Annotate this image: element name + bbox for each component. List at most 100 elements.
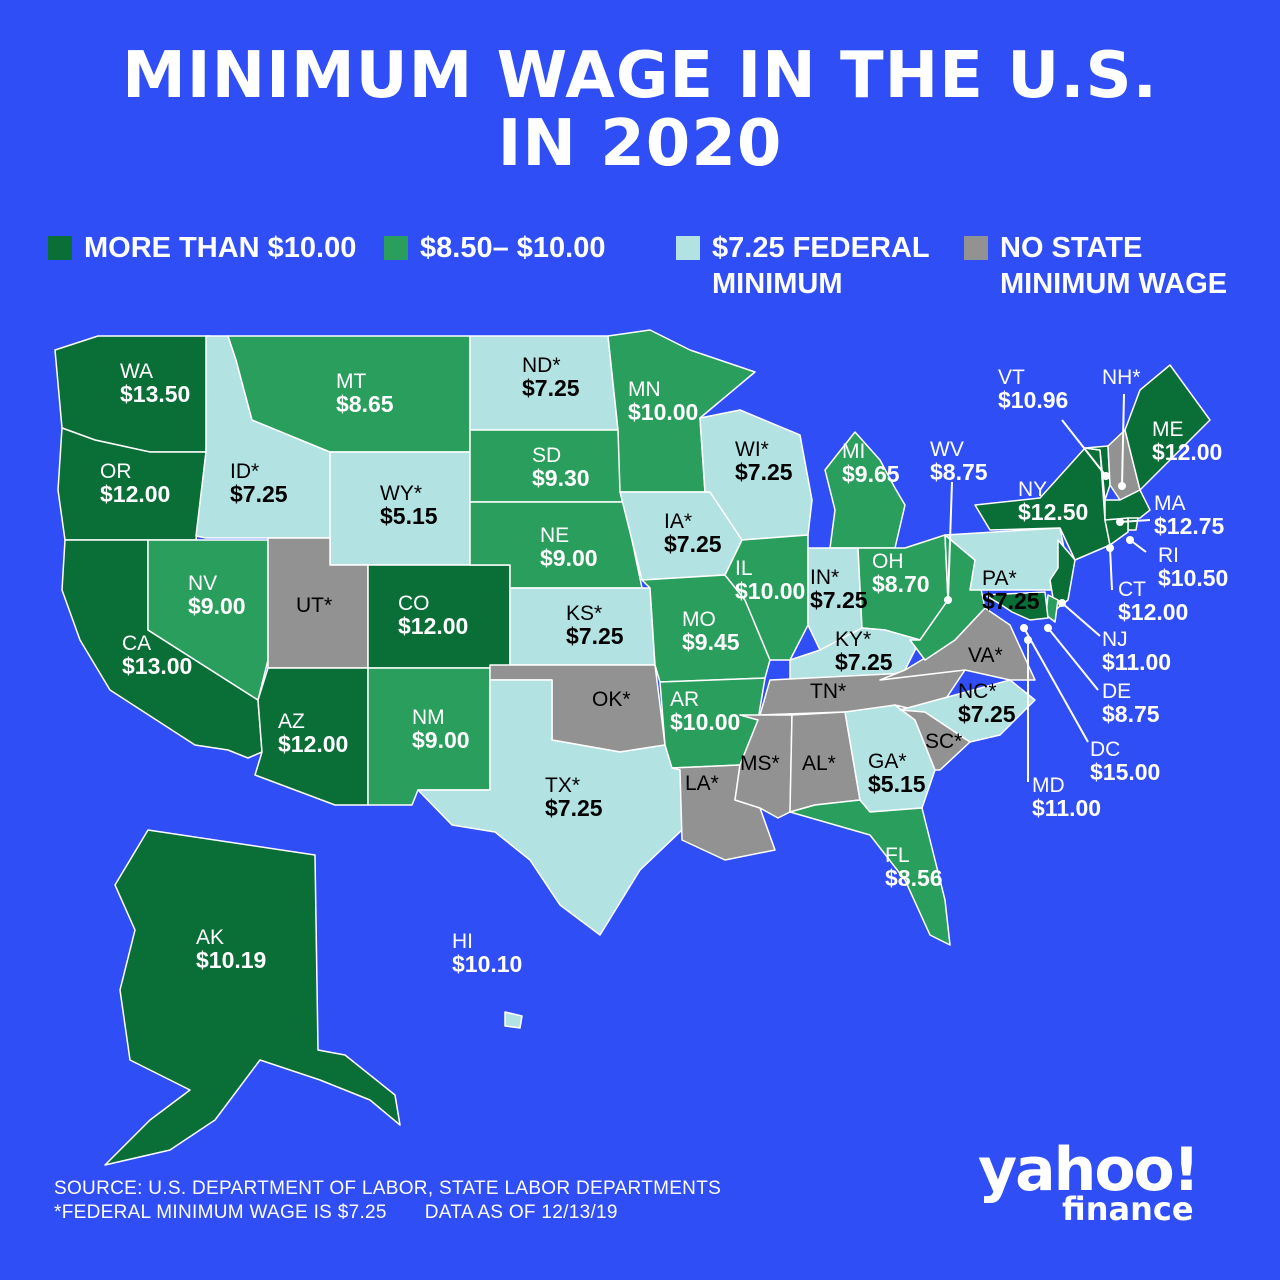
footer-date: DATA AS OF 12/13/19 [424, 1202, 618, 1223]
state-code-nj: NJ [1102, 628, 1128, 651]
leader-line-dc [1023, 627, 1089, 743]
state-code-md: MD [1032, 774, 1065, 797]
state-code-ms: MS* [740, 752, 780, 775]
state-code-de: DE [1102, 680, 1131, 703]
state-wage-mt: $8.65 [336, 391, 394, 417]
leader-dot-md [1024, 636, 1032, 644]
state-wage-nd: $7.25 [522, 375, 580, 401]
state-wage-wa: $13.50 [120, 381, 190, 407]
state-wage-ky: $7.25 [835, 649, 893, 675]
state-wage-wy: $5.15 [380, 503, 438, 529]
state-code-ri: RI [1158, 544, 1179, 567]
state-code-mo: MO [682, 608, 716, 631]
state-code-ca: CA [122, 632, 151, 655]
state-code-me: ME [1152, 418, 1184, 441]
logo-brand: yahoo! [978, 1135, 1200, 1205]
state-code-tx: TX* [545, 774, 580, 797]
legend-label: $7.25 FEDERAL [712, 232, 930, 264]
logo-sub: finance [1062, 1190, 1194, 1228]
state-wage-ny: $12.50 [1018, 499, 1088, 525]
state-code-vt: VT [998, 366, 1025, 389]
state-code-ny: NY [1018, 478, 1047, 501]
state-code-dc: DC [1090, 738, 1120, 761]
state-wage-ia: $7.25 [664, 531, 722, 557]
state-shape-nv [147, 539, 269, 701]
state-code-mt: MT [336, 370, 366, 393]
leader-line-de [1047, 627, 1099, 691]
state-wage-or: $12.00 [100, 481, 170, 507]
state-wage-ri: $10.50 [1158, 565, 1228, 591]
legend-swatch-high [48, 236, 72, 260]
state-wage-oh: $8.70 [872, 571, 930, 597]
leader-dot-de [1044, 624, 1052, 632]
state-code-ak: AK [196, 926, 224, 949]
leader-line-ct [1109, 547, 1113, 591]
state-wage-md: $11.00 [1032, 795, 1101, 821]
leader-dot-dc [1020, 624, 1028, 632]
state-code-co: CO [398, 592, 430, 615]
state-code-ar: AR [670, 688, 699, 711]
leader-dot-vt [1102, 472, 1110, 480]
state-wage-wv: $8.75 [930, 459, 988, 485]
state-shape-md [984, 591, 1049, 621]
state-code-in: IN* [810, 566, 839, 589]
state-wage-ma: $12.75 [1154, 513, 1225, 539]
state-shape-fl [789, 799, 951, 946]
state-wage-mo: $9.45 [682, 629, 740, 655]
state-wage-nc: $7.25 [958, 701, 1016, 727]
state-wage-de: $8.75 [1102, 701, 1160, 727]
state-code-ma: MA [1154, 492, 1186, 515]
leader-dot-nh [1118, 482, 1126, 490]
state-code-al: AL* [802, 752, 836, 775]
state-code-wv: WV [930, 438, 964, 461]
state-wage-ks: $7.25 [566, 623, 624, 649]
state-shape-hi [504, 1011, 523, 1029]
legend-label: $8.50– $10.00 [420, 232, 606, 264]
state-shape-vt [1084, 445, 1111, 501]
page-title: MINIMUM WAGE IN THE U.S. IN 2020 [0, 42, 1280, 178]
state-code-oh: OH [872, 550, 904, 573]
state-shape-ak [104, 829, 401, 1166]
state-wage-me: $12.00 [1152, 439, 1222, 465]
state-wage-in: $7.25 [810, 587, 868, 613]
state-wage-nv: $9.00 [188, 593, 246, 619]
footer: SOURCE: U.S. DEPARTMENT OF LABOR, STATE … [54, 1177, 721, 1225]
state-wage-co: $12.00 [398, 613, 468, 639]
state-wage-ne: $9.00 [540, 545, 598, 571]
legend-swatch-none [964, 236, 988, 260]
state-wage-ct: $12.00 [1118, 599, 1188, 625]
state-wage-mn: $10.00 [628, 399, 698, 425]
state-wage-mi: $9.65 [842, 461, 900, 487]
state-wage-vt: $10.96 [998, 387, 1068, 413]
state-code-va: VA* [968, 644, 1003, 667]
legend-item-high: MORE THAN $10.00 [48, 230, 356, 266]
state-wage-ga: $5.15 [868, 771, 926, 797]
state-code-mn: MN [628, 378, 661, 401]
state-wage-az: $12.00 [278, 731, 348, 757]
state-code-nh: NH* [1102, 366, 1141, 389]
state-wage-wi: $7.25 [735, 459, 793, 485]
state-code-ne: NE [540, 524, 569, 547]
state-wage-pa: $7.25 [982, 588, 1040, 614]
state-code-ky: KY* [835, 628, 871, 651]
state-code-ok: OK* [592, 688, 631, 711]
state-code-nv: NV [188, 572, 217, 595]
state-wage-nj: $11.00 [1102, 649, 1171, 675]
leader-dot-ma [1116, 518, 1124, 526]
state-code-ut: UT* [296, 594, 332, 617]
state-code-ga: GA* [868, 750, 907, 773]
title-line-1: MINIMUM WAGE IN THE U.S. [122, 39, 1158, 113]
leader-line-vt [1061, 419, 1107, 477]
state-wage-sd: $9.30 [532, 465, 590, 491]
state-wage-il: $10.00 [735, 578, 805, 604]
leader-line-ma [1119, 519, 1151, 523]
state-wage-hi: $10.10 [452, 951, 522, 977]
legend-label: MINIMUM [712, 268, 843, 300]
state-code-mi: MI [842, 440, 865, 463]
state-code-ia: IA* [664, 510, 692, 533]
state-code-az: AZ [278, 710, 305, 733]
leader-dot-ri [1126, 536, 1134, 544]
state-shape-va [879, 607, 1036, 681]
leader-line-nh [1121, 393, 1125, 487]
